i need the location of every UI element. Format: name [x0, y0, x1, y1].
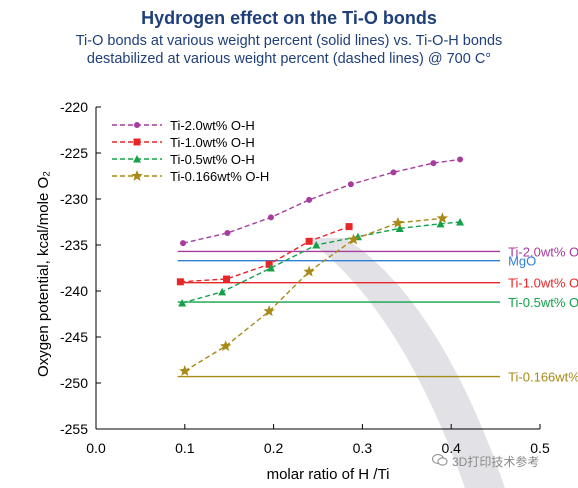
x-tick-label: 0.1 [175, 440, 195, 456]
x-axis-label: molar ratio of H /Ti [267, 466, 390, 483]
data-point [392, 216, 404, 228]
reference-line-label: Ti-2.0wt% O [508, 244, 578, 259]
data-point [390, 169, 397, 176]
y-axis-label: Oxygen potential, kcal/mole O₂ [35, 171, 52, 377]
data-point [263, 305, 275, 317]
data-point [345, 223, 353, 231]
background-arc-decoration [305, 238, 505, 488]
series-group [176, 156, 465, 376]
x-tick-label: 0.5 [530, 440, 550, 456]
legend-label: Ti-2.0wt% O-H [170, 118, 255, 133]
series-line [180, 225, 350, 283]
reference-line-label: MgO [508, 254, 536, 269]
y-tick-label: -240 [60, 283, 88, 299]
chart-title: Hydrogen effect on the Ti-O bonds [141, 8, 437, 28]
data-point [267, 214, 274, 221]
series-line [182, 158, 461, 244]
data-point [219, 340, 232, 352]
y-tick-label: -220 [60, 99, 88, 115]
data-point [265, 260, 273, 268]
data-point [133, 138, 141, 146]
data-point [457, 156, 464, 163]
data-point [306, 196, 313, 203]
legend-label: Ti-1.0wt% O-H [170, 135, 255, 150]
y-tick-label: -245 [60, 329, 88, 345]
y-tick-label: -230 [60, 191, 88, 207]
data-point [436, 219, 445, 228]
y-tick-label: -225 [60, 145, 88, 161]
data-point [178, 298, 187, 307]
data-point [312, 241, 321, 249]
data-point [224, 230, 231, 237]
data-point [456, 218, 465, 226]
subtitle-line-1: Ti-O bonds at various weight percent (so… [75, 33, 503, 49]
data-point [305, 237, 313, 245]
watermark: 3D打印技术参考 [432, 453, 539, 470]
data-point [266, 264, 275, 272]
data-point [223, 275, 231, 283]
y-tick-label: -250 [60, 375, 88, 391]
x-tick-label: 0.0 [86, 440, 106, 456]
background-arc-shape [305, 238, 505, 488]
legend-label: Ti-0.5wt% O-H [170, 152, 255, 167]
data-series [178, 218, 465, 307]
data-point [347, 181, 354, 188]
wechat-icon [432, 453, 448, 469]
data-point [131, 170, 143, 181]
x-tick-label: 0.2 [264, 440, 284, 456]
subtitle-line-2: destabilized at various weight percent (… [86, 51, 492, 67]
data-point [395, 224, 404, 232]
data-point [430, 160, 437, 167]
legend-label: Ti-0.166wt% O-H [170, 169, 269, 184]
data-point [436, 212, 449, 224]
reference-line-label: Ti-0.166wt% O [508, 370, 578, 385]
chart-subtitle: Ti-O bonds at various weight percent (so… [0, 32, 578, 68]
data-point [180, 240, 187, 247]
y-tick-label: -235 [60, 237, 88, 253]
axes-group: -220 -225 -230 -235 -240 -245 -250 -255 0.0 0.1 0.… [35, 99, 550, 483]
reference-line-label: Ti-1.0wt% O [508, 276, 578, 291]
legend: Ti-2.0wt% O-H Ti-1.0wt% O-H Ti-0.5wt% O-H T… [112, 118, 269, 184]
reference-line-label: Ti-0.5wt% O [508, 295, 578, 310]
data-point [133, 155, 141, 163]
series-line [181, 221, 461, 304]
data-series [176, 223, 353, 286]
data-series [179, 212, 449, 376]
x-tick-label: 0.3 [353, 440, 373, 456]
data-point [176, 278, 184, 286]
data-point [218, 287, 227, 296]
data-point [347, 233, 360, 245]
watermark-text: 3D打印技术参考 [452, 455, 540, 469]
y-tick-label: -255 [60, 421, 88, 437]
data-point [303, 265, 315, 277]
x-tick-label: 0.4 [441, 440, 461, 456]
data-point [134, 122, 140, 128]
data-point [179, 365, 191, 376]
data-series [180, 156, 464, 247]
